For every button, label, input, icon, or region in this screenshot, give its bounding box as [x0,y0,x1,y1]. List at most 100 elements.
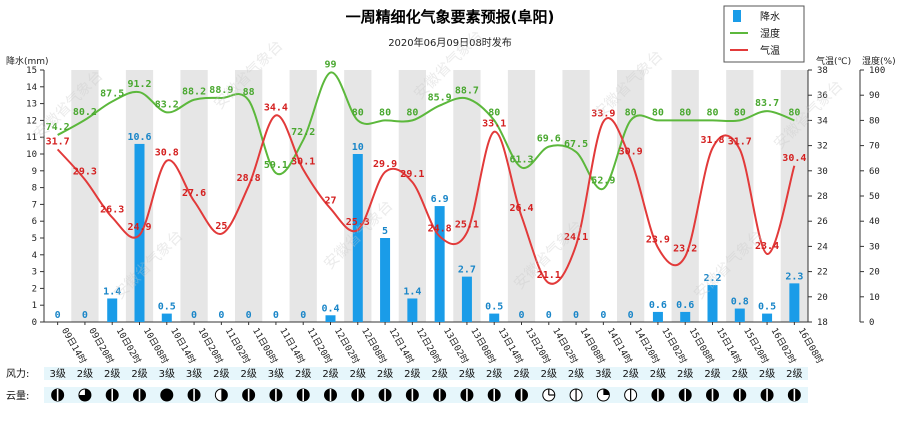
precip-bar [161,313,172,322]
temperature-value-label: 30.9 [619,146,643,157]
precip-tick-label: 7 [32,200,37,210]
cloud-cover-icon [105,388,119,402]
wind-row-band [44,367,808,380]
temperature-value-label: 23.2 [673,243,697,254]
cloud-cover-icon [678,388,692,402]
cloud-cover-icon [733,388,747,402]
wind-value: 2级 [677,368,693,380]
humidity-tick-label: 30 [869,242,880,252]
humidity-tick-label: 90 [869,91,880,101]
precip-value-label: 0 [628,310,634,321]
temperature-value-label: 30.8 [155,148,179,159]
humidity-value-label: 72.2 [291,127,315,138]
precip-tick-label: 9 [32,167,37,177]
cloud-cover-icon [624,388,638,402]
cloud-cover-icon [787,388,801,402]
x-tick-label: 16日02时 [768,326,798,366]
precip-value-label: 1.4 [103,286,121,297]
cloud-cover-icon [187,388,201,402]
shade-band [671,70,699,322]
humidity-tick-label: 40 [869,217,880,227]
cloud-cover-icon [214,388,228,402]
temperature-value-label: 30.4 [782,153,806,164]
chart-title: 一周精细化气象要素预报(阜阳) [346,8,555,26]
precip-value-label: 10 [352,142,364,153]
precip-tick-label: 1 [32,301,37,311]
wind-value: 2级 [404,368,420,380]
precip-tick-label: 11 [26,133,37,143]
humidity-tick-label: 100 [869,66,885,76]
humidity-value-label: 80 [488,107,500,118]
precip-bar [325,315,336,322]
precip-value-label: 2.2 [703,273,721,284]
shade-band [562,70,590,322]
wind-value: 2级 [350,368,366,380]
temperature-value-label: 27 [324,196,336,207]
humidity-value-label: 83.2 [155,99,179,110]
cloud-cover-icon [651,388,665,402]
temperature-value-label: 28.8 [237,173,261,184]
x-tick-label: 13日20时 [523,326,553,366]
humidity-value-label: 80 [734,107,746,118]
cloud-cover-icon [324,388,337,402]
wind-value: 2级 [240,368,256,380]
precip-tick-label: 6 [32,217,37,227]
temperature-value-label: 24.9 [127,222,151,233]
humidity-tick-label: 60 [869,167,880,177]
wind-value: 2级 [377,368,393,380]
precip-axis-label: 降水(mm) [6,55,49,67]
x-tick-label: 14日20时 [632,326,662,366]
humidity-value-label: 88.9 [209,85,233,96]
temperature-value-label: 27.6 [182,188,206,199]
temp-tick-label: 24 [817,242,828,252]
x-tick-label: 15日14时 [714,326,744,366]
temperature-value-label: 34.4 [264,102,288,113]
precip-bar [734,308,745,322]
precip-tick-label: 5 [32,234,37,244]
humidity-value-label: 74.2 [46,122,70,133]
shade-band [289,70,317,322]
legend-label-humidity: 湿度 [760,27,780,40]
wind-value: 2级 [104,368,120,380]
legend-label-temperature: 气温 [760,44,780,57]
temperature-value-label: 24.8 [428,223,452,234]
cloud-cover-icon [760,388,774,402]
humidity-value-label: 80 [706,107,718,118]
temperature-value-label: 33.9 [591,109,615,120]
x-tick-label: 10日02时 [114,326,144,366]
temperature-value-label: 26.3 [100,204,124,215]
precip-bar [434,206,445,322]
temperature-value-label: 25.1 [455,220,479,231]
precip-bar [107,298,118,322]
precip-bar [489,313,500,322]
precip-value-label: 0 [246,310,252,321]
precip-tick-label: 10 [26,150,37,160]
precip-bar [707,285,718,322]
precip-tick-label: 3 [32,268,37,278]
wind-value: 2级 [568,368,584,380]
precip-value-label: 0 [218,310,224,321]
precip-value-label: 6.9 [431,194,449,205]
shade-band [235,70,263,322]
humidity-value-label: 61.3 [509,155,533,166]
x-tick-label: 16日08时 [796,326,826,366]
temp-tick-label: 22 [817,268,828,278]
wind-row-label: 风力: [6,367,29,380]
temp-tick-label: 32 [817,142,828,152]
humidity-value-label: 80 [788,107,800,118]
shade-band [71,70,99,322]
x-tick-label: 09日20时 [86,326,116,366]
precip-tick-label: 4 [32,251,37,261]
x-tick-label: 14日02时 [550,326,580,366]
temp-tick-label: 36 [817,91,828,101]
temperature-value-label: 26.4 [509,203,533,214]
temperature-value-label: 31.7 [46,136,70,147]
precip-value-label: 0 [55,310,61,321]
cloud-cover-icon [78,388,92,402]
precip-value-label: 0 [573,310,579,321]
temperature-value-label: 31.7 [728,136,752,147]
precip-value-label: 0 [600,310,606,321]
wind-value: 2级 [77,368,93,380]
wind-value: 2级 [459,368,475,380]
precip-value-label: 0.6 [649,300,667,311]
